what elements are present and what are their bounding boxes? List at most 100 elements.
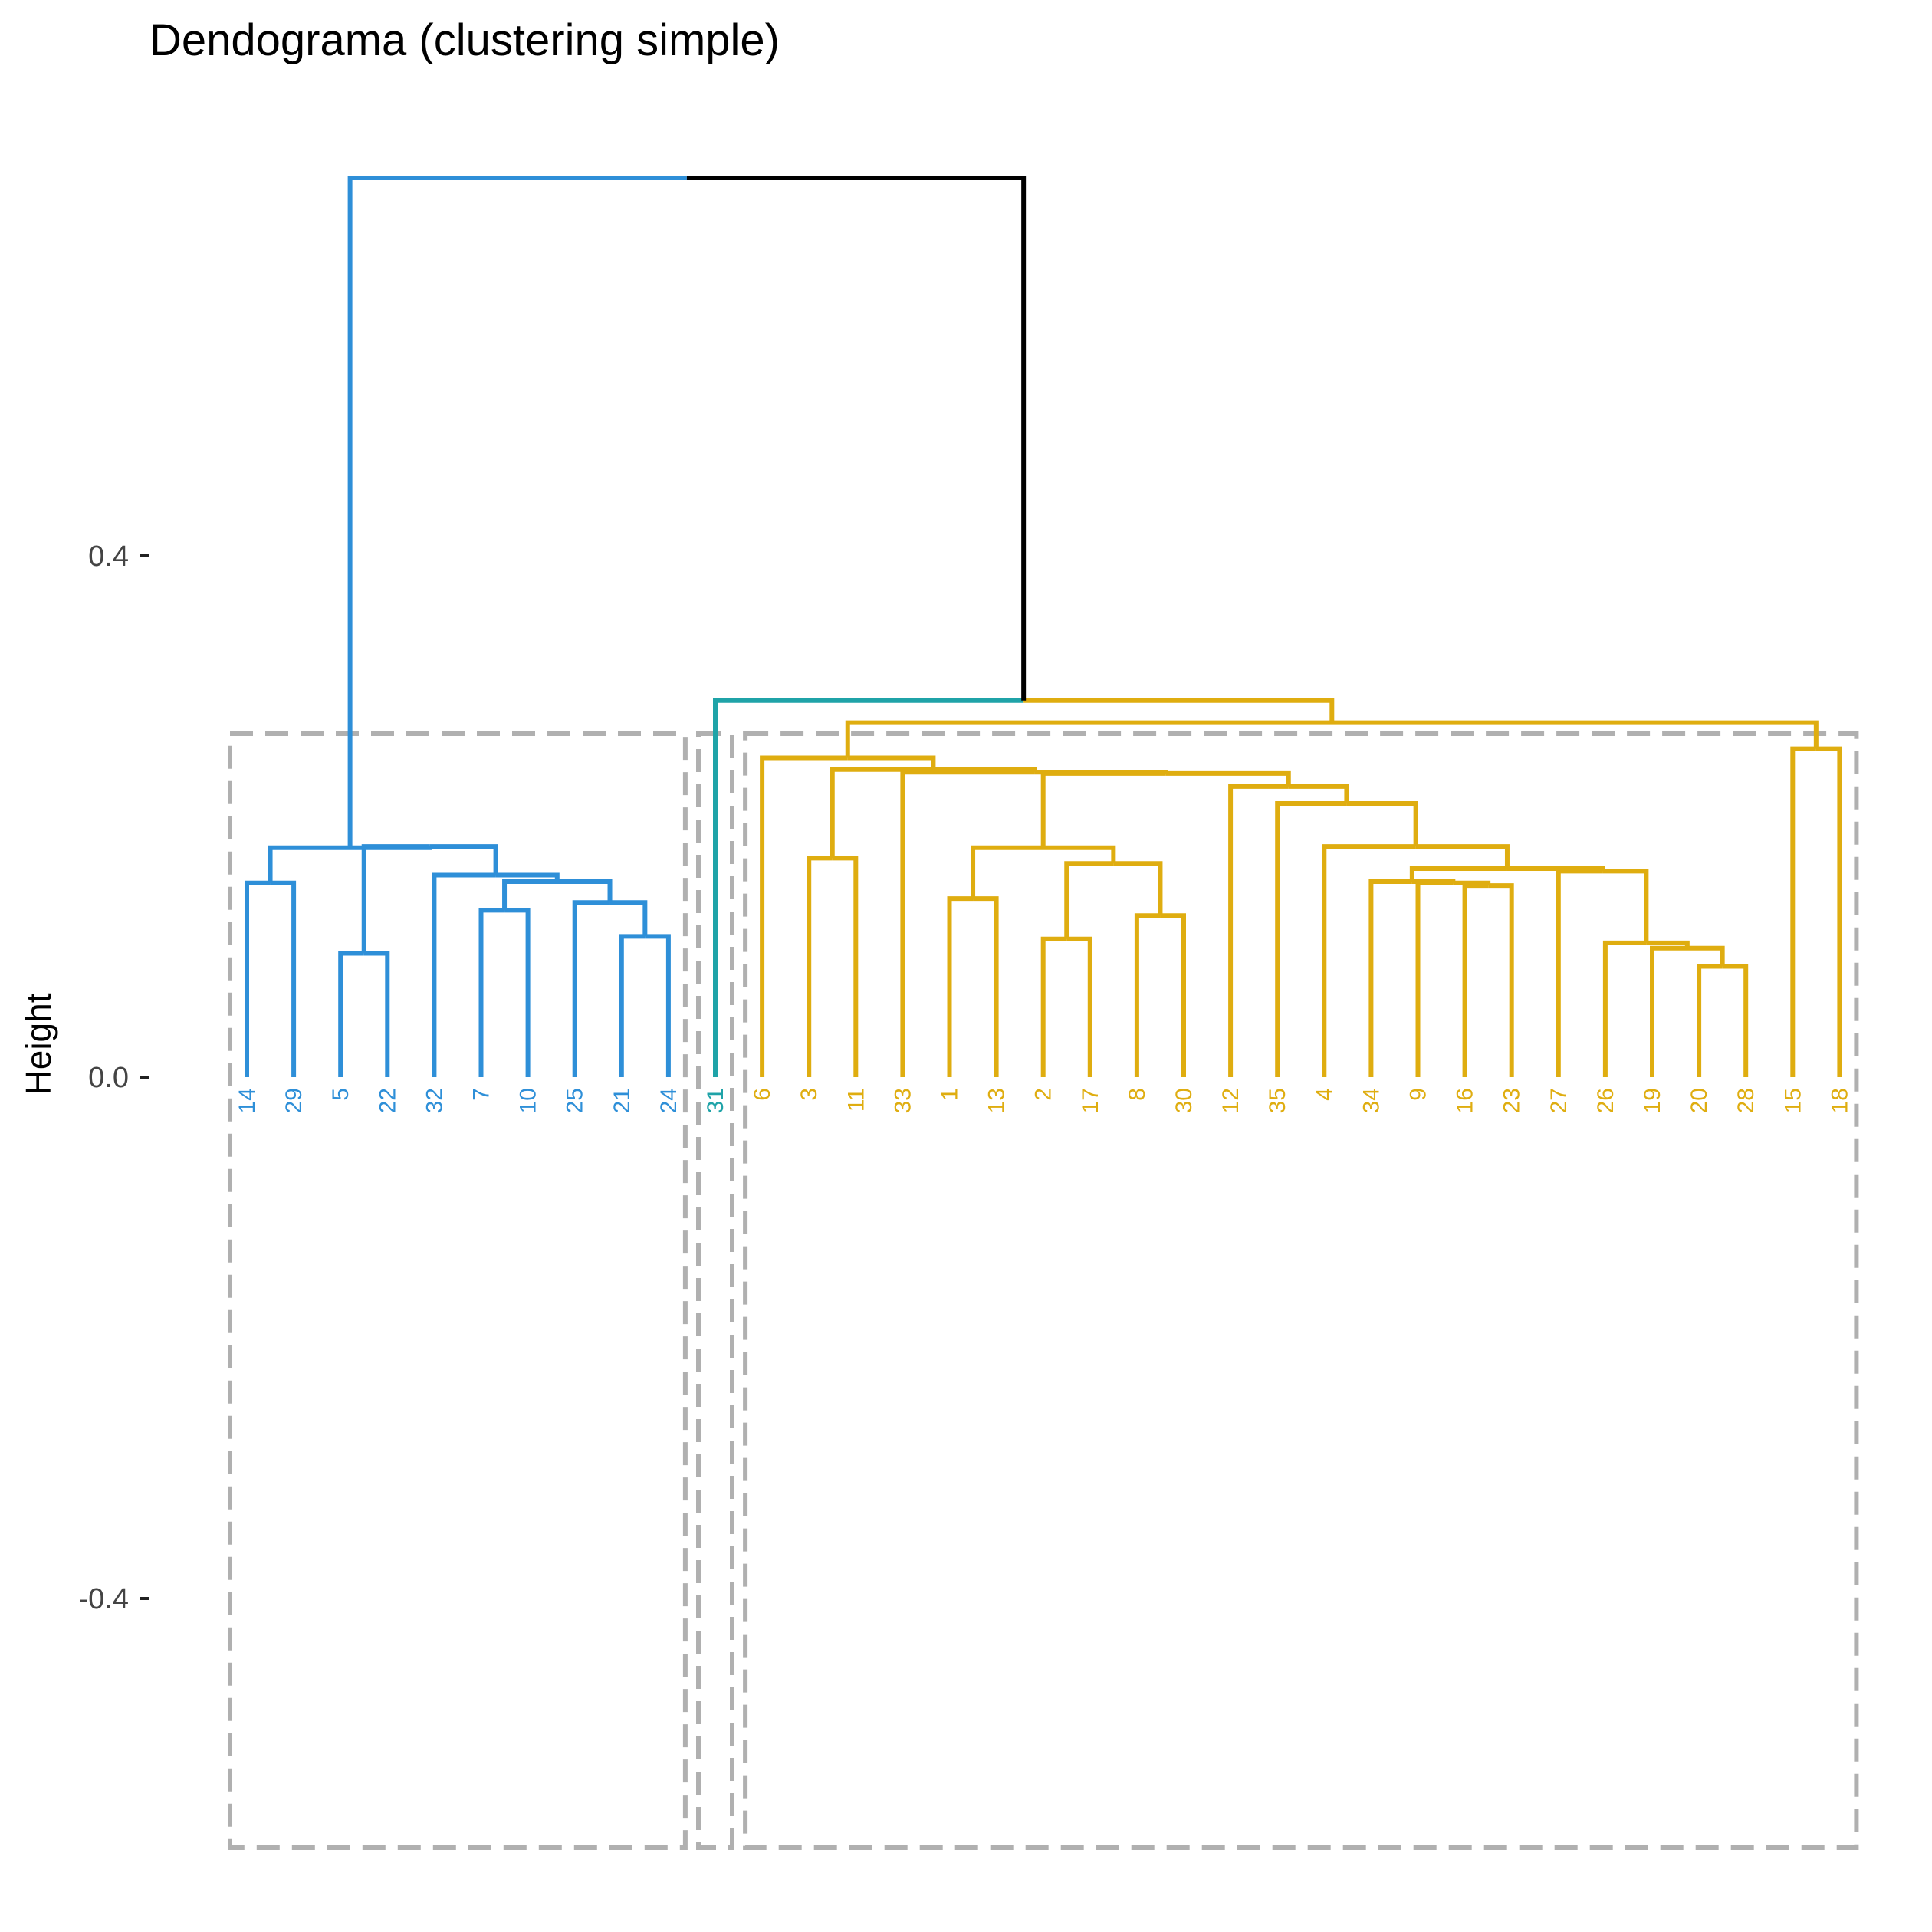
branch-segment	[1040, 936, 1067, 1077]
branch-segment	[830, 767, 934, 859]
branch-segment	[572, 900, 610, 1077]
leaf-label: 24	[656, 1088, 682, 1113]
branch-segment	[1697, 964, 1723, 1077]
leaf-label: 17	[1078, 1088, 1103, 1113]
leaf-label: 34	[1359, 1088, 1384, 1113]
leaf-label: 30	[1171, 1088, 1197, 1113]
branch-segment	[1790, 746, 1816, 1077]
branch-segment	[900, 770, 1035, 1077]
branch-segment	[645, 934, 671, 1077]
branch-segment	[847, 755, 936, 770]
leaf-label: 33	[890, 1088, 915, 1113]
branch-segment	[1415, 880, 1454, 1077]
branch-segment	[1453, 880, 1491, 886]
cluster-rectangles	[228, 731, 1859, 1850]
branch-segment	[504, 908, 531, 1077]
branch-segment	[429, 844, 498, 876]
cluster-rect	[228, 731, 688, 1850]
branch-segment	[971, 845, 1043, 899]
branch-segment	[1602, 940, 1647, 1077]
branch-segment	[1462, 883, 1489, 1077]
branch-segment	[268, 845, 350, 883]
branch-segment	[1488, 883, 1514, 1077]
branch-segment	[713, 698, 1024, 1077]
branch-segment	[1409, 866, 1507, 882]
branch-segment	[1815, 746, 1842, 1077]
branch-segment	[363, 951, 390, 1077]
branch-segment	[347, 176, 687, 848]
branch-segment	[1687, 945, 1725, 967]
branch-segment	[1332, 720, 1819, 749]
branch-segment	[270, 880, 297, 1077]
branch-segment	[478, 908, 505, 1077]
branch-segment	[1275, 801, 1347, 1077]
branch-segment	[1322, 844, 1416, 1077]
leaf-label: 4	[1312, 1088, 1337, 1101]
branch-segment	[1228, 784, 1289, 1077]
branch-segment	[1288, 784, 1349, 803]
cluster-rect	[743, 731, 1859, 1850]
branch-segment	[1368, 879, 1412, 1077]
branch-segment	[933, 767, 1037, 773]
branch-segment	[947, 896, 974, 1077]
dendrogram-branches	[245, 176, 1842, 1077]
leaf-label: 21	[610, 1088, 635, 1113]
y-axis: 0.4 0.0 -0.4	[79, 540, 149, 1615]
leaf-label: 25	[563, 1088, 588, 1113]
leaf-label: 22	[375, 1088, 400, 1113]
branch-segment	[1113, 861, 1163, 916]
branch-segment	[361, 844, 430, 954]
branch-segment	[1066, 936, 1092, 1077]
branch-segment	[1034, 770, 1168, 775]
branch-segment	[619, 934, 646, 1077]
leaf-label: 11	[843, 1088, 869, 1112]
leaf-label: 14	[235, 1088, 260, 1113]
branch-segment	[1040, 770, 1166, 848]
branch-segment	[1160, 913, 1186, 1077]
leaf-label: 31	[703, 1088, 728, 1113]
leaf-label: 12	[1218, 1088, 1244, 1113]
branch-segment	[760, 755, 848, 1077]
chart-title: Dendograma (clustering simple)	[150, 15, 780, 65]
branch-segment	[1556, 869, 1603, 1077]
branch-segment	[1165, 770, 1291, 787]
leaf-label: 15	[1780, 1088, 1806, 1113]
y-axis-label: Height	[18, 993, 58, 1095]
branch-segment	[495, 872, 560, 882]
branch-segment	[1043, 845, 1116, 864]
branch-segment	[1646, 940, 1690, 948]
leaf-label: 26	[1593, 1088, 1618, 1113]
leaf-label: 3	[797, 1088, 822, 1101]
branch-segment	[686, 176, 1027, 701]
branch-segment	[1650, 945, 1687, 1077]
branch-segment	[1411, 879, 1456, 884]
leaf-label: 7	[469, 1088, 495, 1101]
branch-segment	[1506, 866, 1605, 872]
branch-segment	[1024, 698, 1335, 723]
branch-segment	[1346, 801, 1418, 847]
branch-segment	[845, 720, 1332, 758]
branch-segment	[1415, 844, 1510, 869]
branch-segment	[1064, 861, 1114, 939]
leaf-label: 8	[1125, 1088, 1150, 1101]
leaf-label: 9	[1406, 1088, 1431, 1101]
branch-segment	[338, 951, 364, 1077]
leaf-label: 6	[750, 1088, 775, 1101]
leaf-label: 18	[1827, 1088, 1852, 1113]
branch-segment	[1722, 964, 1749, 1077]
leaf-label: 32	[422, 1088, 447, 1113]
branch-segment	[610, 900, 648, 937]
branch-segment	[557, 879, 613, 903]
leaf-label: 2	[1031, 1088, 1056, 1101]
branch-segment	[245, 880, 271, 1077]
y-tick-label: -0.4	[79, 1583, 129, 1615]
leaf-label: 35	[1265, 1088, 1290, 1113]
branch-segment	[973, 896, 999, 1077]
branch-segment	[1134, 913, 1161, 1077]
leaf-label: 19	[1640, 1088, 1665, 1113]
leaf-label: 20	[1687, 1088, 1712, 1113]
leaf-label: 13	[984, 1088, 1010, 1113]
leaf-label: 29	[281, 1088, 307, 1113]
y-tick-label: 0.0	[88, 1062, 129, 1094]
